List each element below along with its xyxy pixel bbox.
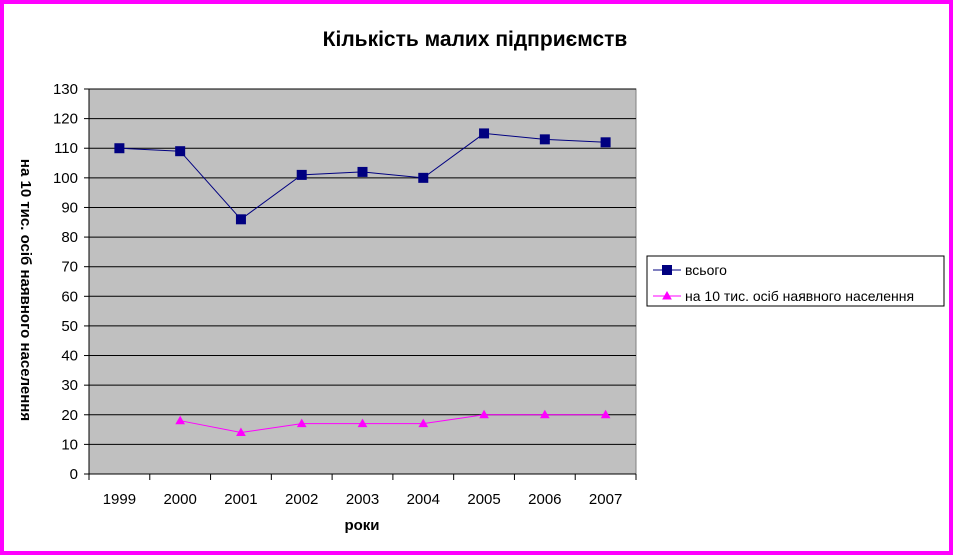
- y-tick-label: 70: [61, 259, 78, 276]
- data-point: [357, 166, 368, 177]
- x-tick-label: 2007: [589, 491, 622, 508]
- y-tick-label: 80: [61, 229, 78, 246]
- y-tick-label: 90: [61, 199, 78, 216]
- data-point: [296, 418, 307, 428]
- x-axis-label: роки: [344, 517, 379, 534]
- y-tick-label: 110: [54, 140, 78, 157]
- data-point: [600, 137, 611, 148]
- x-tick-label: 1999: [103, 491, 136, 508]
- legend-marker: [662, 265, 672, 275]
- data-point: [236, 427, 246, 437]
- data-point: [175, 415, 186, 425]
- x-tick-label: 2001: [224, 491, 257, 508]
- legend-label: всього: [685, 262, 727, 278]
- y-tick-label: 60: [61, 288, 78, 305]
- y-tick-label: 40: [61, 348, 78, 365]
- y-tick-label: 120: [53, 111, 78, 128]
- y-tick-label: 50: [61, 318, 78, 335]
- y-axis: 0 10 20 30 40 50 60 70 80 90 100 110 120 130: [53, 81, 90, 483]
- y-tick-label: 20: [61, 407, 78, 424]
- legend-item: на 10 тис. осіб наявного населення: [653, 288, 914, 304]
- y-tick-label: 0: [70, 466, 78, 483]
- x-tick-label: 2005: [467, 491, 500, 508]
- y-axis-label: на 10 тис. осіб наявного населення: [17, 159, 34, 421]
- data-point: [296, 169, 307, 180]
- series-layer: [114, 128, 611, 437]
- legend-label: на 10 тис. осіб наявного населення: [685, 288, 914, 304]
- y-tick-label: 10: [61, 436, 78, 453]
- x-axis: 1999 2000 2001 2002 2003 2004 2005 2006 2007: [88, 473, 637, 508]
- series-line: [180, 414, 606, 434]
- legend-box: [646, 255, 945, 307]
- data-point: [479, 409, 489, 419]
- legend-item: всього: [653, 262, 727, 278]
- x-tick-label: 2004: [407, 491, 440, 508]
- plot-area: [88, 88, 637, 475]
- data-point: [600, 409, 611, 419]
- data-point: [418, 418, 429, 428]
- data-point: [539, 409, 550, 419]
- data-point: [235, 214, 246, 225]
- x-tick-label: 2006: [528, 491, 561, 508]
- series-2: [175, 409, 611, 437]
- x-tick-label: 2003: [346, 491, 379, 508]
- data-point: [114, 143, 125, 154]
- y-tick-label: 100: [53, 170, 78, 187]
- series-1: [114, 128, 611, 225]
- data-point: [175, 146, 186, 157]
- x-tick-label: 2000: [163, 491, 196, 508]
- gridlines: [89, 88, 636, 445]
- legend: всього на 10 тис. осіб наявного населення: [646, 255, 945, 307]
- legend-marker: [662, 290, 672, 300]
- y-tick-label: 30: [61, 377, 78, 394]
- data-point: [418, 172, 429, 183]
- chart-title: Кількість малих підприємств: [323, 28, 628, 51]
- data-point: [539, 134, 550, 145]
- x-tick-label: 2002: [285, 491, 318, 508]
- y-tick-label: 130: [53, 81, 78, 98]
- data-point: [479, 128, 490, 139]
- data-point: [357, 418, 368, 428]
